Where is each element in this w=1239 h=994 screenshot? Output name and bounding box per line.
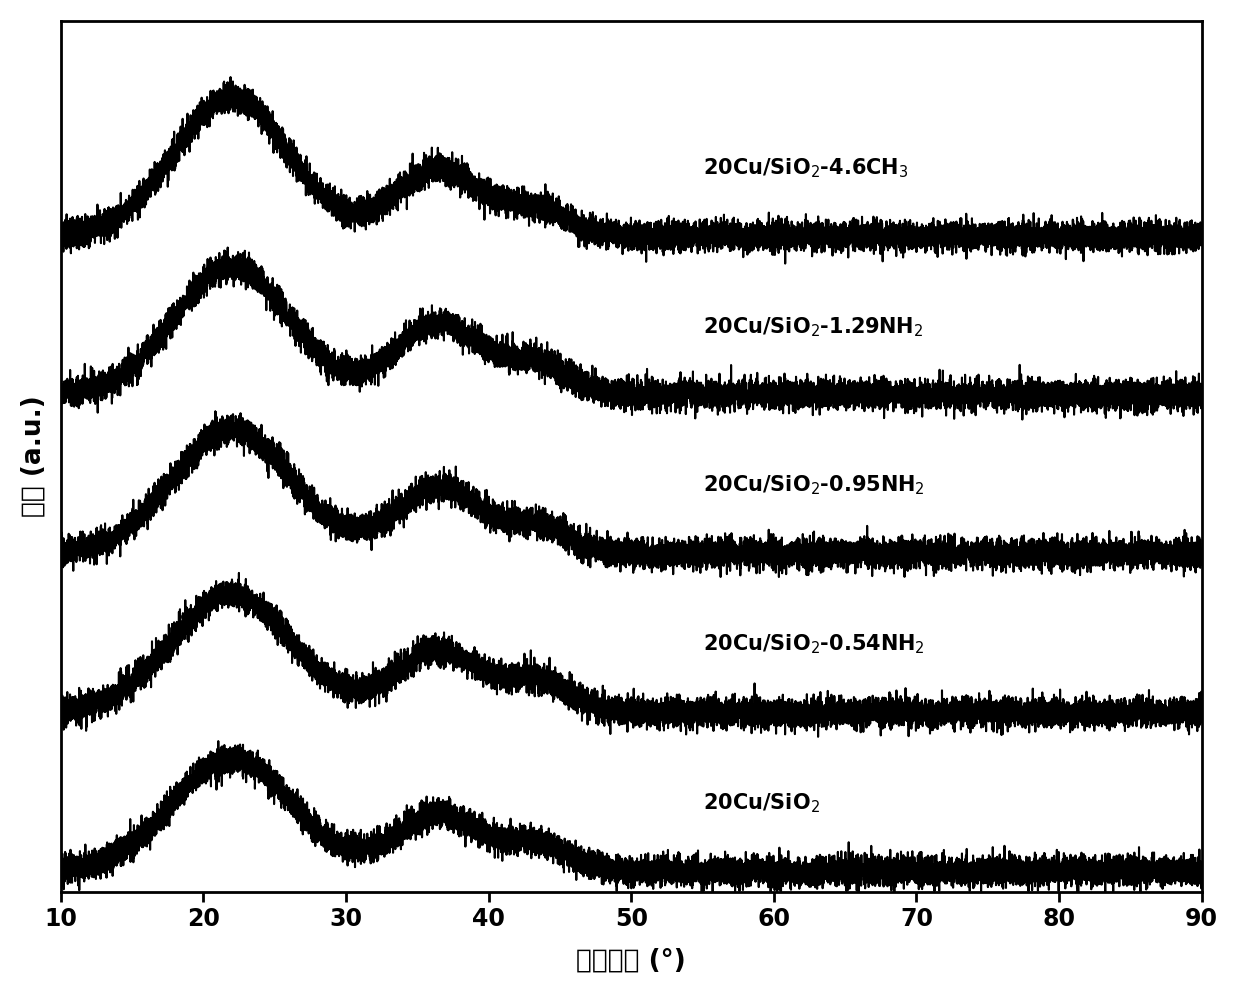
Y-axis label: 强度 (a.u.): 强度 (a.u.) xyxy=(21,396,47,517)
X-axis label: 测试角度 (°): 测试角度 (°) xyxy=(576,947,686,973)
Text: 20Cu/SiO$_2$-0.54NH$_2$: 20Cu/SiO$_2$-0.54NH$_2$ xyxy=(703,632,924,656)
Text: 20Cu/SiO$_2$-0.95NH$_2$: 20Cu/SiO$_2$-0.95NH$_2$ xyxy=(703,474,924,497)
Text: 20Cu/SiO$_2$: 20Cu/SiO$_2$ xyxy=(703,791,819,815)
Text: 20Cu/SiO$_2$-1.29NH$_2$: 20Cu/SiO$_2$-1.29NH$_2$ xyxy=(703,315,923,339)
Text: 20Cu/SiO$_2$-4.6CH$_3$: 20Cu/SiO$_2$-4.6CH$_3$ xyxy=(703,156,908,180)
